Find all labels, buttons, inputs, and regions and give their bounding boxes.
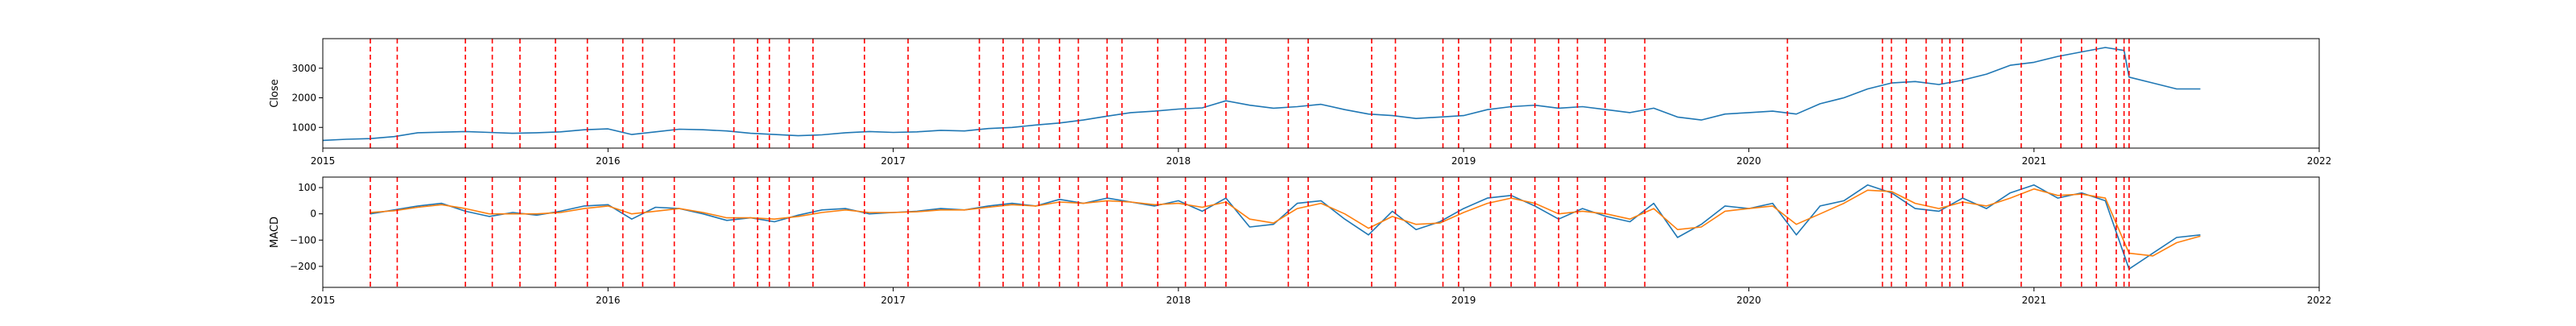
x-tick-label: 2016 <box>596 155 621 167</box>
axes-frame <box>322 38 2320 149</box>
series-line-1 <box>369 188 2201 257</box>
x-tick-label: 2019 <box>1451 155 1476 167</box>
series-line-0 <box>322 47 2201 142</box>
y-tick-label: −200 <box>290 261 316 272</box>
x-tick-label: 2020 <box>1736 295 1761 306</box>
y-axis-label: Close <box>269 79 281 107</box>
series-line-0 <box>369 184 2201 270</box>
y-tick-label: 1000 <box>291 122 316 133</box>
y-tick-label: −100 <box>290 234 316 246</box>
axes-frame <box>322 176 2320 288</box>
x-tick-label: 2021 <box>2021 155 2046 167</box>
panel-macd: 2015 2016 2017 2018 2019 2020 2021 2022 100 0 −100… <box>269 176 2332 306</box>
x-tick-label: 2017 <box>881 295 906 306</box>
y-tick-label: 0 <box>310 208 316 220</box>
x-tick-label: 2019 <box>1451 295 1476 306</box>
y-axis-label: MACD <box>269 217 281 248</box>
x-tick-label: 2021 <box>2021 295 2046 306</box>
x-tick-label: 2016 <box>596 295 621 306</box>
y-tick-label: 100 <box>298 182 316 193</box>
x-tick-label: 2015 <box>311 295 336 306</box>
x-tick-label: 2017 <box>881 155 906 167</box>
panel-close: 2015 2016 2017 2018 2019 2020 2021 2022 1000 2000… <box>269 38 2332 167</box>
y-tick-label: 3000 <box>291 63 316 74</box>
x-tick-label: 2020 <box>1736 155 1761 167</box>
x-tick-label: 2015 <box>311 155 336 167</box>
x-tick-label: 2022 <box>2307 295 2332 306</box>
x-tick-label: 2018 <box>1166 155 1191 167</box>
x-tick-label: 2022 <box>2307 155 2332 167</box>
x-tick-label: 2018 <box>1166 295 1191 306</box>
y-tick-label: 2000 <box>291 93 316 104</box>
